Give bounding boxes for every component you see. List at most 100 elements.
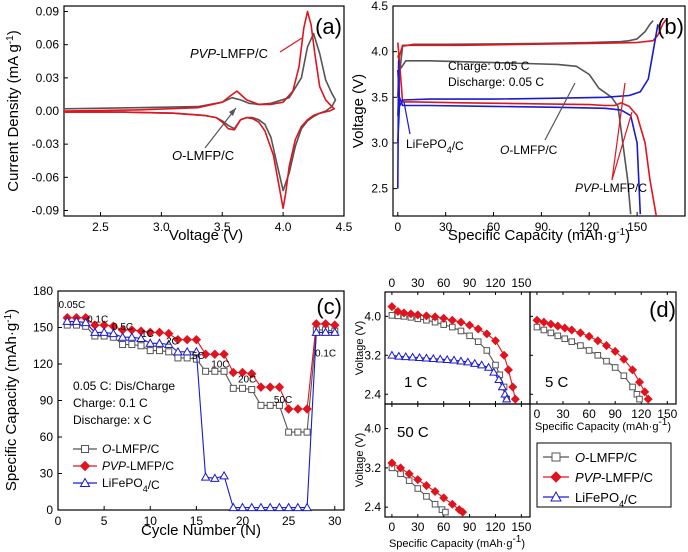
x-tick-label: 25 bbox=[282, 514, 296, 528]
x-tick-label: 150 bbox=[657, 407, 677, 421]
x-tick-label: 20 bbox=[236, 514, 250, 528]
y-axis-label: Voltage (V) bbox=[354, 433, 366, 487]
x-axis-label: Voltage (V) bbox=[169, 227, 243, 244]
legend-marker-lfp bbox=[79, 477, 91, 487]
y-tick-label: 0.03 bbox=[36, 71, 60, 85]
legend-marker-lfp bbox=[550, 490, 562, 502]
data-point-olmfp bbox=[414, 485, 422, 492]
label-rest: -LMFP/C bbox=[182, 148, 234, 163]
data-point-olmfp bbox=[303, 428, 311, 436]
data-point-lfp bbox=[182, 346, 193, 356]
axis-label-text: Current Density (mA g bbox=[5, 44, 22, 192]
data-point-pvp bbox=[387, 302, 397, 312]
data-point-pvp bbox=[293, 404, 303, 414]
data-point-olmfp bbox=[449, 323, 456, 331]
y-tick-label: 0.06 bbox=[36, 38, 60, 52]
legend-entry: O-LMFP/C bbox=[102, 442, 160, 456]
legend-marker-pvp bbox=[79, 460, 91, 472]
data-point-olmfp bbox=[492, 361, 499, 369]
data-point-lfp bbox=[246, 502, 257, 512]
condition-text: Charge: 0.05 C bbox=[448, 59, 530, 73]
data-point-olmfp bbox=[561, 335, 569, 343]
data-point-olmfp bbox=[275, 401, 283, 409]
data-point-lfp bbox=[191, 346, 202, 356]
data-point-olmfp bbox=[266, 401, 274, 409]
x-tick-label: 120 bbox=[485, 520, 505, 534]
y-tick-label: 3.5 bbox=[371, 90, 388, 104]
subplot-label: 5 C bbox=[545, 374, 569, 391]
data-point-lfp bbox=[435, 354, 445, 363]
x-axis-label: Cycle Number (N) bbox=[141, 522, 261, 539]
data-point-lfp bbox=[329, 327, 340, 336]
annotation-arrow-olmfp bbox=[544, 82, 576, 141]
y-tick-label: 120 bbox=[33, 357, 53, 371]
y-tick-label: 3.0 bbox=[371, 136, 388, 150]
data-point-lfp bbox=[163, 339, 174, 349]
data-point-olmfp bbox=[620, 372, 628, 380]
rate-label: 20C bbox=[238, 374, 256, 385]
x-tick-label: 0 bbox=[55, 514, 62, 528]
data-point-pvp bbox=[447, 315, 457, 325]
data-point-olmfp bbox=[540, 326, 548, 334]
data-point-pvp bbox=[593, 336, 603, 346]
legend-marker-olmfp bbox=[81, 445, 89, 453]
data-point-lfp bbox=[228, 502, 239, 512]
data-point-olmfp bbox=[119, 341, 127, 349]
x-tick-label-top: 30 bbox=[411, 276, 425, 290]
data-point-pvp bbox=[265, 382, 275, 392]
x-tick-label: 15 bbox=[190, 514, 204, 528]
data-point-pvp bbox=[546, 319, 556, 329]
label-italic: O bbox=[500, 143, 509, 157]
x-tick-label: 120 bbox=[579, 220, 599, 234]
axis-label-end: ) bbox=[625, 227, 630, 244]
axis-label-end: ) bbox=[521, 538, 525, 550]
data-point-lfp bbox=[256, 502, 266, 512]
rate-label: 5C bbox=[192, 351, 205, 362]
label-rest: -LMFP/C bbox=[601, 470, 653, 485]
panel-b-frame bbox=[392, 5, 686, 217]
data-point-olmfp bbox=[248, 386, 256, 394]
label-text: LiFePO bbox=[102, 476, 143, 490]
data-point-lfp bbox=[283, 502, 294, 512]
data-point-olmfp bbox=[229, 384, 237, 392]
label-italic: PVP bbox=[575, 181, 599, 195]
y-tick-label: 180 bbox=[33, 284, 53, 298]
data-point-lfp bbox=[108, 328, 119, 338]
data-point-olmfp bbox=[220, 367, 228, 375]
y-axis-label: Current Density (mA g-1) bbox=[5, 30, 23, 191]
data-point-lfp bbox=[237, 502, 248, 512]
label-sub: 4 bbox=[143, 484, 148, 494]
x-tick-label: 150 bbox=[511, 520, 531, 534]
label-italic: O bbox=[102, 442, 111, 456]
data-point-olmfp bbox=[611, 364, 619, 371]
curve-lfp_spike bbox=[397, 59, 401, 189]
y-axis-label: Specific Capacity (mAh·g-1) bbox=[3, 309, 21, 491]
data-point-olmfp bbox=[137, 342, 145, 350]
curve-lfp_discharge bbox=[397, 69, 642, 215]
data-point-pvp bbox=[601, 341, 611, 351]
data-point-pvp bbox=[458, 507, 468, 517]
annotation-arrow-pvp bbox=[611, 111, 633, 181]
label-sub: 4 bbox=[619, 499, 624, 509]
data-point-lfp bbox=[414, 352, 425, 362]
annotation-arrow-pvp bbox=[611, 82, 626, 181]
annotation-pvp: PVP-LMFP/C bbox=[575, 181, 647, 195]
axis-label-end: ) bbox=[667, 421, 671, 433]
data-point-pvp bbox=[182, 334, 192, 345]
curve-lfp_charge bbox=[397, 24, 659, 144]
data-point-olmfp bbox=[594, 352, 602, 359]
label-rest: -LMFP/C bbox=[111, 442, 159, 456]
label-italic: O bbox=[575, 450, 585, 465]
label-rest: -LMFP/C bbox=[585, 450, 637, 465]
axis-label-text: Specific Capacity (mAh·g bbox=[448, 227, 616, 244]
data-point-lfp bbox=[497, 382, 508, 391]
data-point-pvp bbox=[302, 404, 312, 414]
data-point-pvp bbox=[465, 320, 475, 330]
data-point-pvp bbox=[510, 394, 520, 404]
data-point-olmfp bbox=[211, 367, 219, 375]
data-point-pvp bbox=[575, 328, 585, 338]
axis-label-sup: -1 bbox=[616, 227, 625, 238]
x-tick-label-top: 120 bbox=[485, 276, 505, 290]
data-point-pvp bbox=[482, 329, 492, 339]
data-point-pvp bbox=[456, 317, 466, 327]
